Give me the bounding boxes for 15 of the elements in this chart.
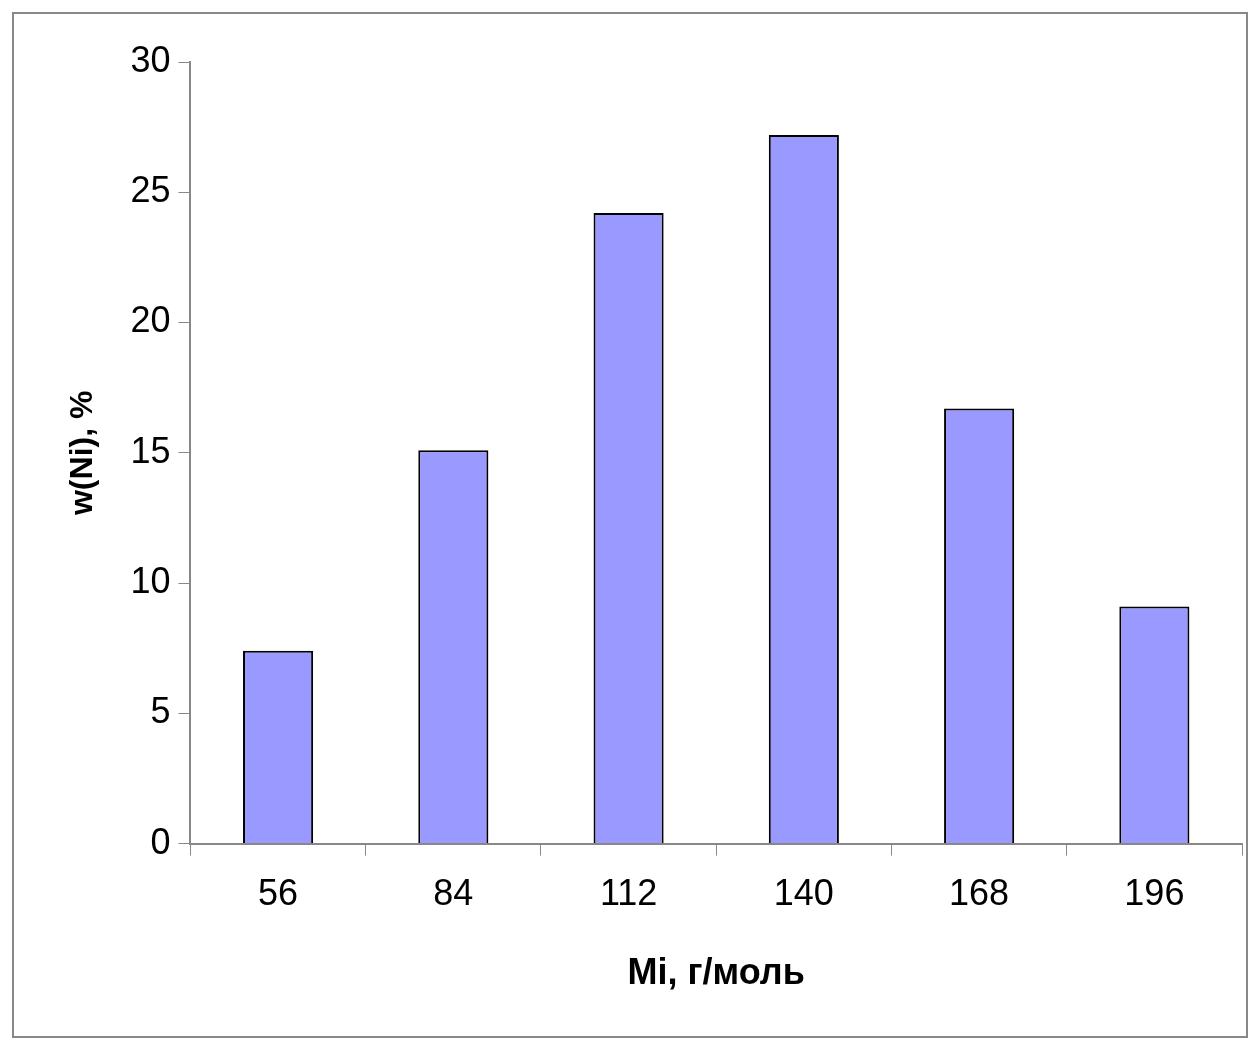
y-axis-title: w(Ni), % (63, 390, 100, 517)
y-tick-label: 5 (150, 690, 171, 732)
y-tick-label: 15 (130, 429, 171, 471)
x-axis-title: Mi, г/моль (627, 951, 805, 993)
x-tick-label: 140 (773, 872, 834, 914)
y-tick-label: 25 (130, 169, 171, 211)
x-tick-label: 56 (258, 872, 299, 914)
y-tick-label: 10 (130, 559, 171, 601)
x-tick-label: 196 (1124, 872, 1185, 914)
x-tick-label: 84 (433, 872, 474, 914)
x-tick-label: 112 (599, 872, 658, 914)
y-tick-label: 0 (150, 820, 171, 862)
y-tick-label: 20 (130, 299, 171, 341)
x-tick-label: 168 (949, 872, 1010, 914)
y-tick-label: 30 (130, 38, 171, 80)
